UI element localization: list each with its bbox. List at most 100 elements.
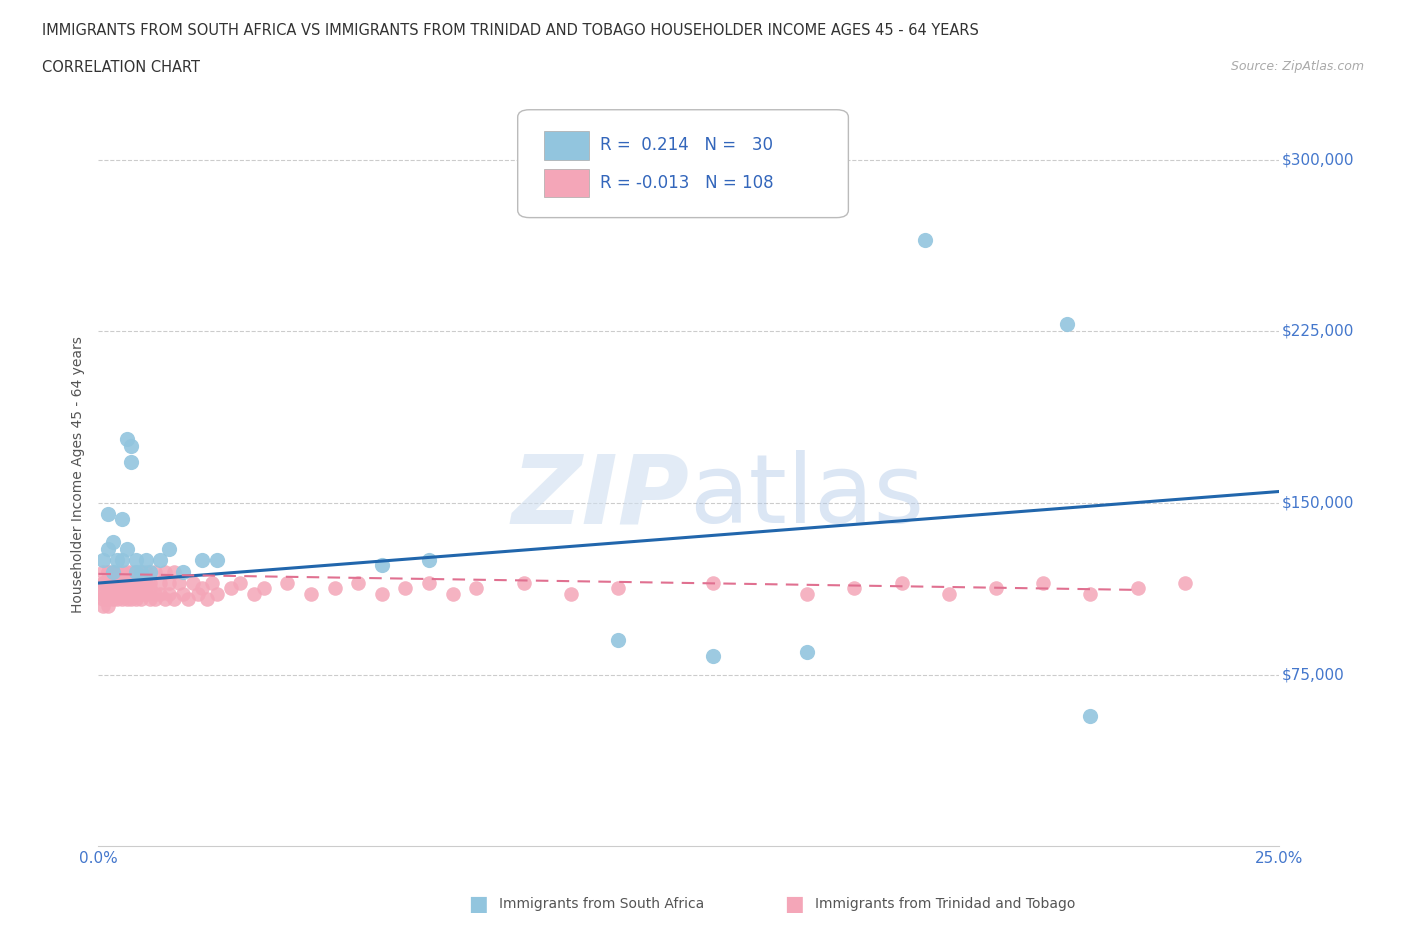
Point (149, 576, 172, 591)
Text: ■: ■ (468, 894, 488, 914)
Point (205, 552, 228, 567)
Text: atlas: atlas (689, 450, 924, 543)
Text: $300,000: $300,000 (1282, 152, 1354, 167)
Point (205, 587, 228, 602)
Point (1126, 580, 1149, 595)
FancyBboxPatch shape (517, 110, 848, 218)
Point (111, 576, 134, 591)
Point (143, 587, 166, 602)
Point (1056, 317, 1078, 332)
Point (121, 565, 143, 579)
Point (890, 576, 912, 591)
Point (418, 576, 440, 591)
Point (91, 576, 114, 591)
Point (914, 232, 936, 247)
Point (149, 552, 172, 567)
Point (121, 587, 143, 602)
Point (1174, 576, 1197, 591)
Point (115, 432, 138, 446)
Point (101, 591, 124, 606)
Point (101, 565, 124, 579)
Point (125, 565, 148, 579)
Y-axis label: Householder Income Ages 45 - 64 years: Householder Income Ages 45 - 64 years (70, 336, 84, 613)
Point (101, 571, 124, 586)
Point (129, 565, 152, 579)
Text: Immigrants from South Africa: Immigrants from South Africa (499, 897, 704, 911)
Point (97, 576, 120, 591)
Point (97, 565, 120, 579)
Point (125, 591, 148, 606)
Point (371, 587, 394, 602)
Point (299, 587, 322, 602)
Bar (544, 168, 589, 197)
Point (177, 591, 200, 606)
Point (984, 580, 1007, 595)
Point (91, 591, 114, 606)
Point (90, 587, 112, 602)
Point (111, 591, 134, 606)
Point (97, 599, 120, 614)
Point (125, 565, 148, 579)
Point (607, 632, 630, 647)
Point (129, 591, 152, 606)
Point (121, 580, 143, 595)
Text: Source: ZipAtlas.com: Source: ZipAtlas.com (1230, 60, 1364, 73)
Point (97, 580, 120, 595)
Point (394, 580, 416, 595)
Point (253, 580, 276, 595)
Point (149, 587, 172, 602)
Point (91, 599, 114, 614)
Point (243, 587, 266, 602)
Point (153, 565, 176, 579)
Point (97, 565, 120, 579)
Point (105, 552, 128, 567)
Point (195, 591, 218, 606)
Point (157, 587, 180, 602)
Point (796, 644, 818, 659)
Point (418, 552, 440, 567)
Point (125, 576, 148, 591)
Text: $150,000: $150,000 (1282, 496, 1354, 511)
Point (371, 557, 394, 572)
Point (139, 565, 162, 579)
Point (105, 591, 128, 606)
Point (560, 587, 582, 602)
Point (1080, 709, 1102, 724)
Point (139, 580, 162, 595)
Point (101, 576, 124, 591)
Point (125, 580, 148, 595)
Point (115, 565, 138, 579)
Text: R =  0.214   N =   30: R = 0.214 N = 30 (600, 137, 773, 154)
Point (181, 576, 204, 591)
Point (101, 535, 124, 550)
Point (111, 569, 134, 584)
Point (105, 587, 128, 602)
Point (441, 587, 464, 602)
Point (219, 580, 242, 595)
Point (105, 571, 128, 586)
Point (105, 576, 128, 591)
Point (91, 576, 114, 591)
Text: CORRELATION CHART: CORRELATION CHART (42, 60, 200, 75)
Point (97, 591, 120, 606)
Point (172, 565, 194, 579)
Point (135, 587, 157, 602)
Point (121, 438, 143, 453)
Point (191, 552, 214, 567)
Point (115, 576, 138, 591)
Point (135, 576, 157, 591)
Point (323, 580, 346, 595)
Point (187, 587, 209, 602)
Point (135, 565, 157, 579)
Point (796, 587, 818, 602)
Point (229, 576, 252, 591)
Text: $75,000: $75,000 (1282, 667, 1344, 682)
Point (1032, 576, 1054, 591)
Point (115, 587, 138, 602)
Point (111, 582, 134, 597)
Point (139, 576, 162, 591)
Point (91, 565, 114, 579)
Point (97, 507, 120, 522)
Point (97, 576, 120, 591)
Point (111, 587, 134, 602)
